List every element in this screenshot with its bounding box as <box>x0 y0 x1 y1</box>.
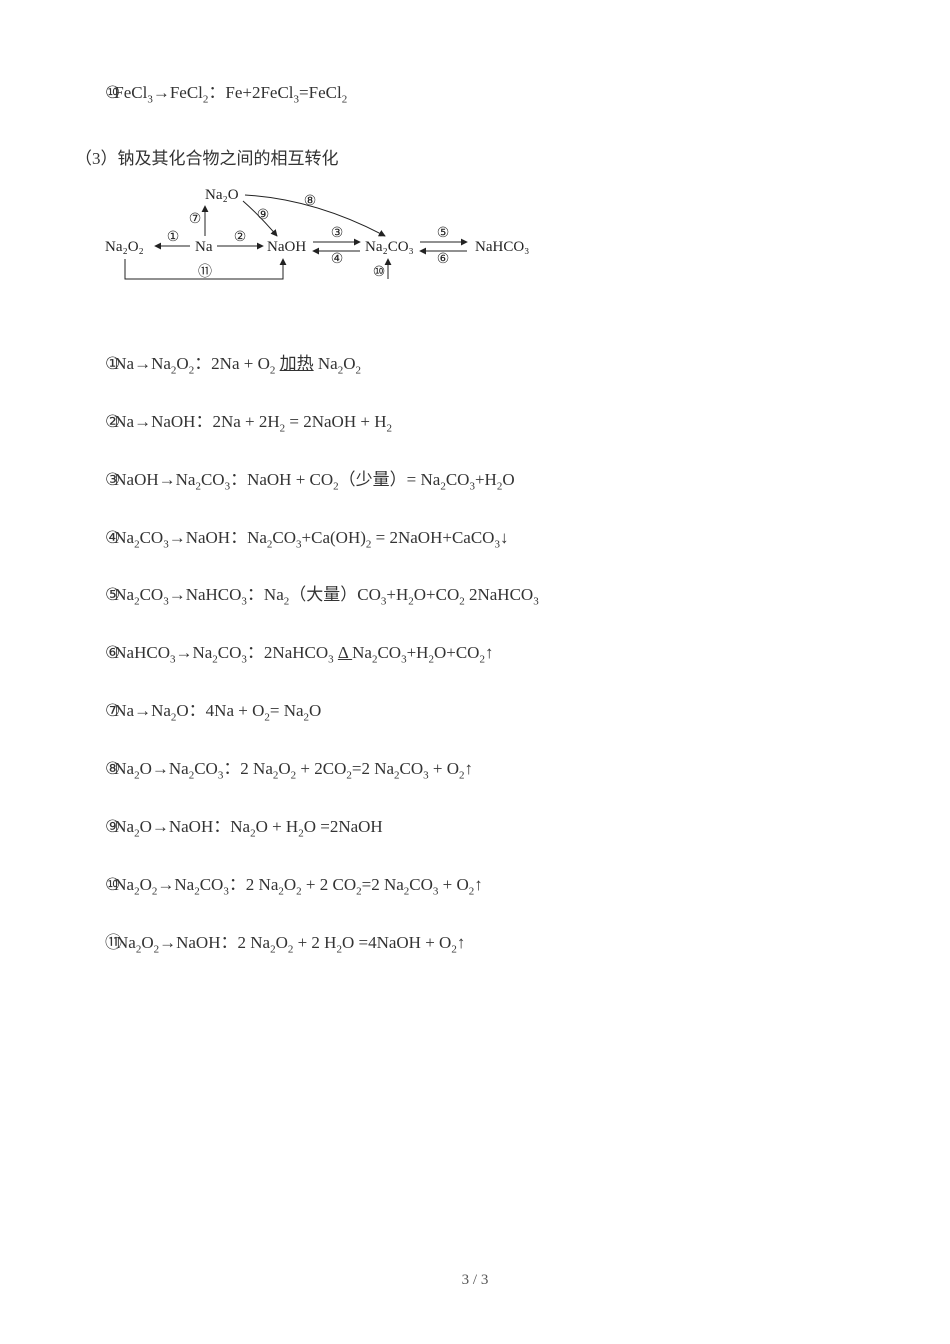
reaction-line: ⑪Na2O2→NaOH：2 Na2O2 + 2 H2O =4NaOH + O2↑ <box>105 930 875 958</box>
item-number: ② <box>105 412 114 431</box>
svg-text:⑨: ⑨ <box>257 208 270 223</box>
item-number: ④ <box>105 528 114 547</box>
reaction-list: ①Na→Na2O2：2Na + O2 加热 Na2O2 ②Na→NaOH：2Na … <box>75 351 875 958</box>
svg-text:⑦: ⑦ <box>189 212 202 227</box>
svg-text:⑧: ⑧ <box>304 194 317 209</box>
reaction-line-top: ⑩FeCl3→FeCl2：Fe+2FeCl3=FeCl2 <box>105 80 875 108</box>
node-naoh: NaOH <box>267 239 306 255</box>
svg-text:④: ④ <box>331 252 344 267</box>
reaction-line: ⑧Na2O→Na2CO3：2 Na2O2 + 2CO2=2 Na2CO3 + O… <box>105 756 875 784</box>
item-number: ⑩ <box>105 875 114 894</box>
reaction-line: ⑦Na→Na2O：4Na + O2= Na2O <box>105 698 875 726</box>
reaction-line: ④Na2CO3→NaOH：Na2CO3+Ca(OH)2 = 2NaOH+CaCO… <box>105 525 875 553</box>
reaction-line: ⑩Na2O2→Na2CO3：2 Na2O2 + 2 CO2=2 Na2CO3 +… <box>105 872 875 900</box>
item-number: ⑦ <box>105 701 114 720</box>
node-na2o2: Na₂O₂ <box>105 239 144 255</box>
node-na2o: Na₂O <box>205 187 239 203</box>
item-number: ⑧ <box>105 759 114 778</box>
svg-text:⑪: ⑪ <box>198 264 212 280</box>
reaction-line: ①Na→Na2O2：2Na + O2 加热 Na2O2 <box>105 351 875 379</box>
svg-text:⑤: ⑤ <box>437 226 450 241</box>
item-number: ⑥ <box>105 643 114 662</box>
reaction-line: ⑥NaHCO3→Na2CO3：2NaHCO3 Δ Na2CO3+H2O+CO2↑ <box>105 640 875 668</box>
conversion-diagram: Na₂O₂ Na Na₂O NaOH Na₂CO₃ NaHCO₃ ① ② ③ ④… <box>105 181 875 301</box>
item-number: ⑩ <box>105 83 114 102</box>
reaction-line: ⑤Na2CO3→NaHCO3：Na2（大量）CO3+H2O+CO2 2NaHCO… <box>105 582 875 610</box>
item-number: ⑪ <box>105 933 116 952</box>
svg-text:⑥: ⑥ <box>437 252 450 267</box>
reaction-line: ②Na→NaOH：2Na + 2H2 = 2NaOH + H2 <box>105 409 875 437</box>
item-number: ③ <box>105 470 114 489</box>
node-na2co3: Na₂CO₃ <box>365 239 414 255</box>
node-nahco3: NaHCO₃ <box>475 239 529 255</box>
item-number: ⑨ <box>105 817 114 836</box>
svg-text:⑩: ⑩ <box>373 265 386 280</box>
section-title: （3）钠及其化合物之间的相互转化 <box>75 144 875 169</box>
node-na: Na <box>195 239 213 255</box>
reaction-line: ⑨Na2O→NaOH：Na2O + H2O =2NaOH <box>105 814 875 842</box>
svg-text:③: ③ <box>331 226 344 241</box>
item-number: ⑤ <box>105 585 114 604</box>
svg-text:①: ① <box>167 230 180 245</box>
reaction-line: ③NaOH→Na2CO3：NaOH + CO2（少量）= Na2CO3+H2O <box>105 467 875 495</box>
svg-text:②: ② <box>234 230 247 245</box>
item-number: ① <box>105 354 114 373</box>
page-number: 3 / 3 <box>0 1272 950 1289</box>
